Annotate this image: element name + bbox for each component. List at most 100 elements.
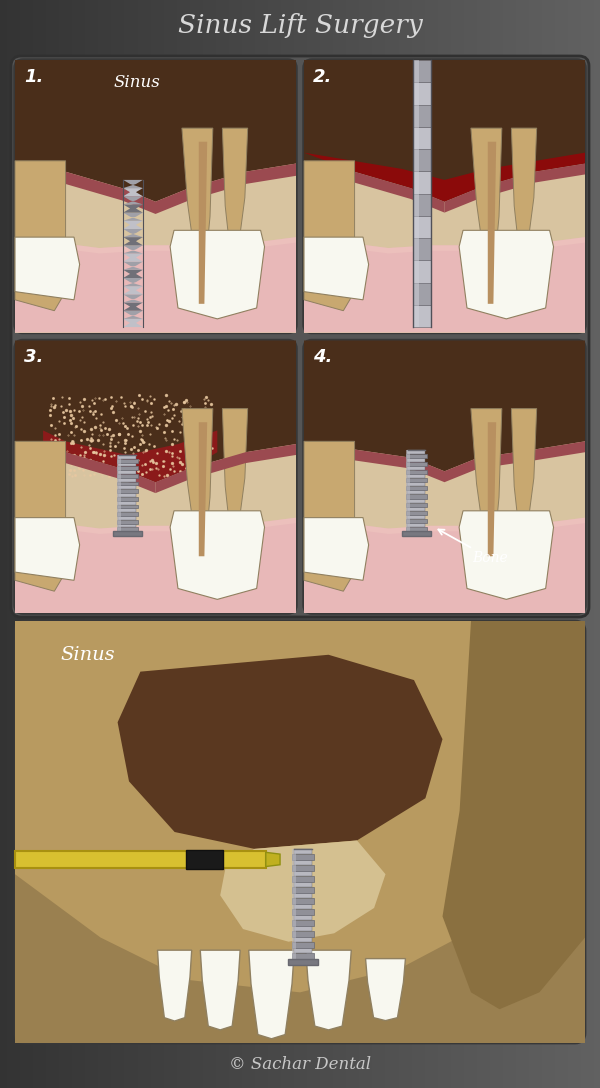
Polygon shape	[117, 459, 138, 462]
Polygon shape	[15, 518, 296, 613]
Polygon shape	[123, 319, 143, 327]
Polygon shape	[15, 621, 585, 1043]
FancyBboxPatch shape	[15, 621, 585, 1043]
Polygon shape	[292, 865, 314, 870]
Text: 3.: 3.	[24, 348, 43, 367]
Polygon shape	[406, 449, 410, 531]
FancyBboxPatch shape	[304, 341, 585, 613]
Polygon shape	[304, 518, 585, 534]
Polygon shape	[117, 482, 138, 485]
Polygon shape	[292, 931, 314, 937]
FancyBboxPatch shape	[11, 55, 589, 617]
Polygon shape	[123, 302, 143, 311]
Polygon shape	[118, 485, 136, 490]
Text: © Sachar Dental: © Sachar Dental	[229, 1056, 371, 1073]
Polygon shape	[15, 237, 296, 333]
Polygon shape	[471, 409, 502, 585]
Polygon shape	[406, 528, 427, 531]
Polygon shape	[15, 518, 80, 580]
Polygon shape	[406, 478, 427, 482]
Polygon shape	[123, 295, 143, 302]
Polygon shape	[117, 455, 121, 531]
Polygon shape	[293, 870, 312, 876]
Polygon shape	[43, 431, 217, 482]
Polygon shape	[118, 500, 136, 505]
Polygon shape	[292, 876, 314, 881]
Polygon shape	[199, 141, 207, 304]
Polygon shape	[170, 231, 265, 319]
Polygon shape	[459, 231, 554, 319]
Polygon shape	[15, 621, 585, 992]
Polygon shape	[292, 953, 314, 959]
Polygon shape	[293, 881, 312, 888]
Polygon shape	[413, 260, 431, 283]
Polygon shape	[406, 470, 427, 474]
Polygon shape	[471, 128, 502, 306]
Polygon shape	[118, 493, 136, 497]
Polygon shape	[304, 152, 585, 201]
Polygon shape	[15, 60, 296, 333]
Polygon shape	[118, 655, 443, 849]
FancyBboxPatch shape	[15, 341, 296, 613]
Polygon shape	[123, 237, 143, 245]
Polygon shape	[117, 520, 138, 523]
Polygon shape	[118, 508, 136, 512]
Polygon shape	[123, 228, 143, 237]
Polygon shape	[445, 163, 585, 212]
Polygon shape	[15, 518, 296, 534]
Polygon shape	[123, 245, 143, 254]
Polygon shape	[118, 470, 136, 474]
Polygon shape	[292, 849, 296, 959]
Polygon shape	[413, 215, 431, 238]
Polygon shape	[118, 516, 136, 520]
Polygon shape	[15, 851, 266, 868]
Polygon shape	[293, 948, 312, 953]
Polygon shape	[304, 341, 585, 613]
Polygon shape	[117, 474, 138, 478]
Polygon shape	[293, 926, 312, 931]
Polygon shape	[413, 238, 431, 260]
Polygon shape	[118, 455, 136, 459]
Polygon shape	[304, 60, 585, 333]
Polygon shape	[117, 497, 138, 500]
Polygon shape	[304, 237, 585, 254]
Polygon shape	[407, 498, 425, 503]
Polygon shape	[123, 188, 143, 196]
Polygon shape	[304, 442, 585, 482]
Polygon shape	[413, 149, 431, 171]
Polygon shape	[293, 893, 312, 899]
Polygon shape	[123, 311, 143, 319]
Polygon shape	[287, 959, 318, 965]
Polygon shape	[15, 237, 80, 300]
Polygon shape	[292, 920, 314, 926]
Polygon shape	[123, 205, 143, 212]
Polygon shape	[407, 449, 425, 454]
Polygon shape	[15, 341, 296, 613]
Polygon shape	[223, 128, 248, 284]
Polygon shape	[113, 531, 142, 535]
Polygon shape	[292, 910, 314, 915]
Polygon shape	[200, 950, 240, 1030]
Polygon shape	[117, 512, 138, 516]
Polygon shape	[123, 286, 143, 295]
Polygon shape	[292, 942, 314, 948]
Polygon shape	[15, 237, 296, 254]
Polygon shape	[123, 221, 143, 228]
Polygon shape	[407, 515, 425, 519]
Polygon shape	[118, 462, 136, 467]
Text: Sinus: Sinus	[113, 74, 160, 91]
Polygon shape	[407, 482, 425, 486]
Polygon shape	[407, 466, 425, 470]
Polygon shape	[413, 127, 431, 149]
Polygon shape	[407, 491, 425, 494]
Polygon shape	[123, 212, 143, 221]
Polygon shape	[304, 518, 368, 580]
Polygon shape	[304, 518, 585, 613]
Text: Bone: Bone	[439, 530, 508, 566]
Polygon shape	[401, 531, 431, 536]
Polygon shape	[123, 261, 143, 270]
Text: 4.: 4.	[313, 348, 332, 367]
Polygon shape	[182, 409, 213, 585]
Polygon shape	[117, 490, 138, 493]
Polygon shape	[443, 621, 585, 1010]
